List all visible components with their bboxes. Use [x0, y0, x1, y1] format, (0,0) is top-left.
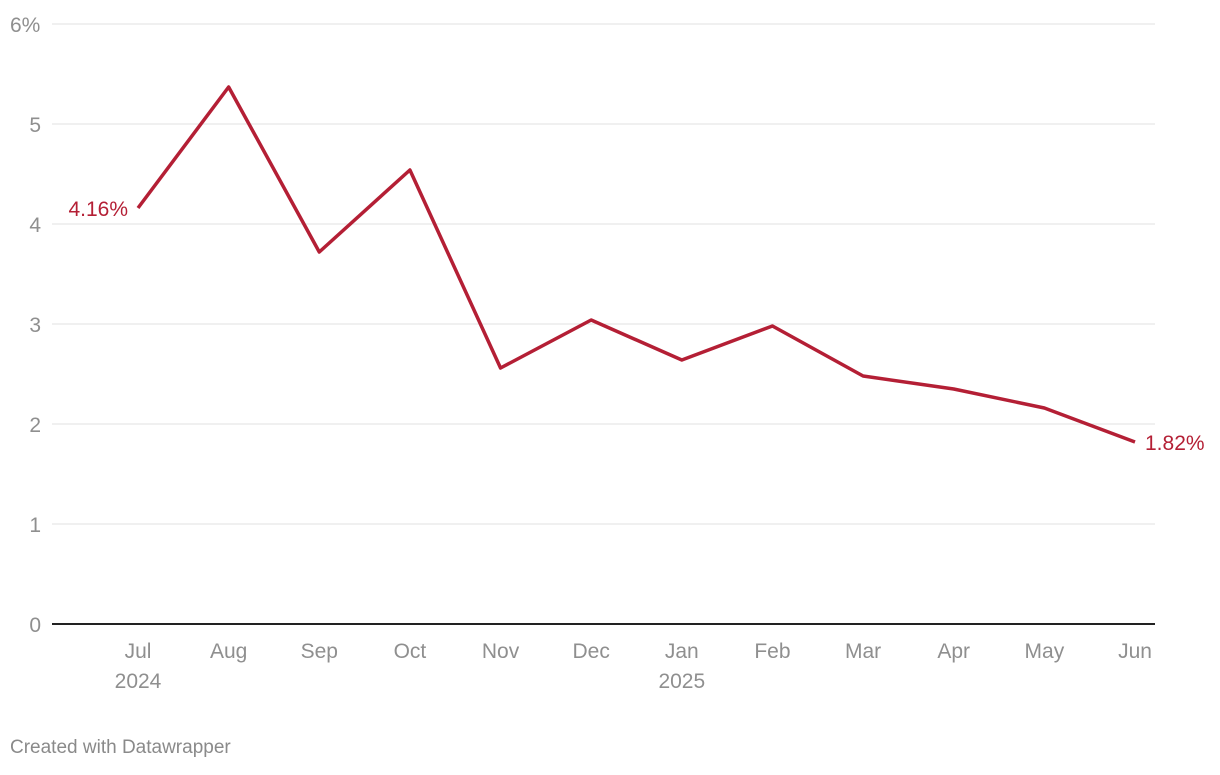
x-tick-label: Mar: [845, 640, 881, 663]
x-tick-label: Aug: [210, 640, 247, 663]
y-tick-label: 2: [29, 414, 41, 437]
footer: Created with Datawrapper: [10, 737, 231, 758]
value-label: 4.16%: [68, 198, 128, 221]
y-tick-label: 4: [29, 214, 41, 237]
data-line: [136, 85, 1136, 444]
y-tick-label: 3: [29, 314, 41, 337]
y-tick-label: 6%: [10, 14, 40, 37]
x-tick-label: Feb: [754, 640, 790, 663]
x-tick-label: Apr: [937, 640, 970, 663]
x-tick-label: Jun: [1118, 640, 1152, 663]
value-label: 1.82%: [1145, 432, 1205, 455]
x-tick-label: Jan 2025: [658, 640, 705, 693]
x-tick-label: Nov: [482, 640, 520, 663]
x-tick-label: Dec: [573, 640, 610, 663]
x-tick-label: May: [1025, 640, 1065, 663]
x-tick-label: Oct: [394, 640, 427, 663]
x-tick-label: Jul 2024: [115, 640, 162, 693]
y-tick-label: 1: [29, 514, 41, 537]
x-tick-label: Sep: [301, 640, 338, 663]
y-tick-label: 0: [29, 614, 41, 637]
y-tick-label: 5: [29, 114, 41, 137]
